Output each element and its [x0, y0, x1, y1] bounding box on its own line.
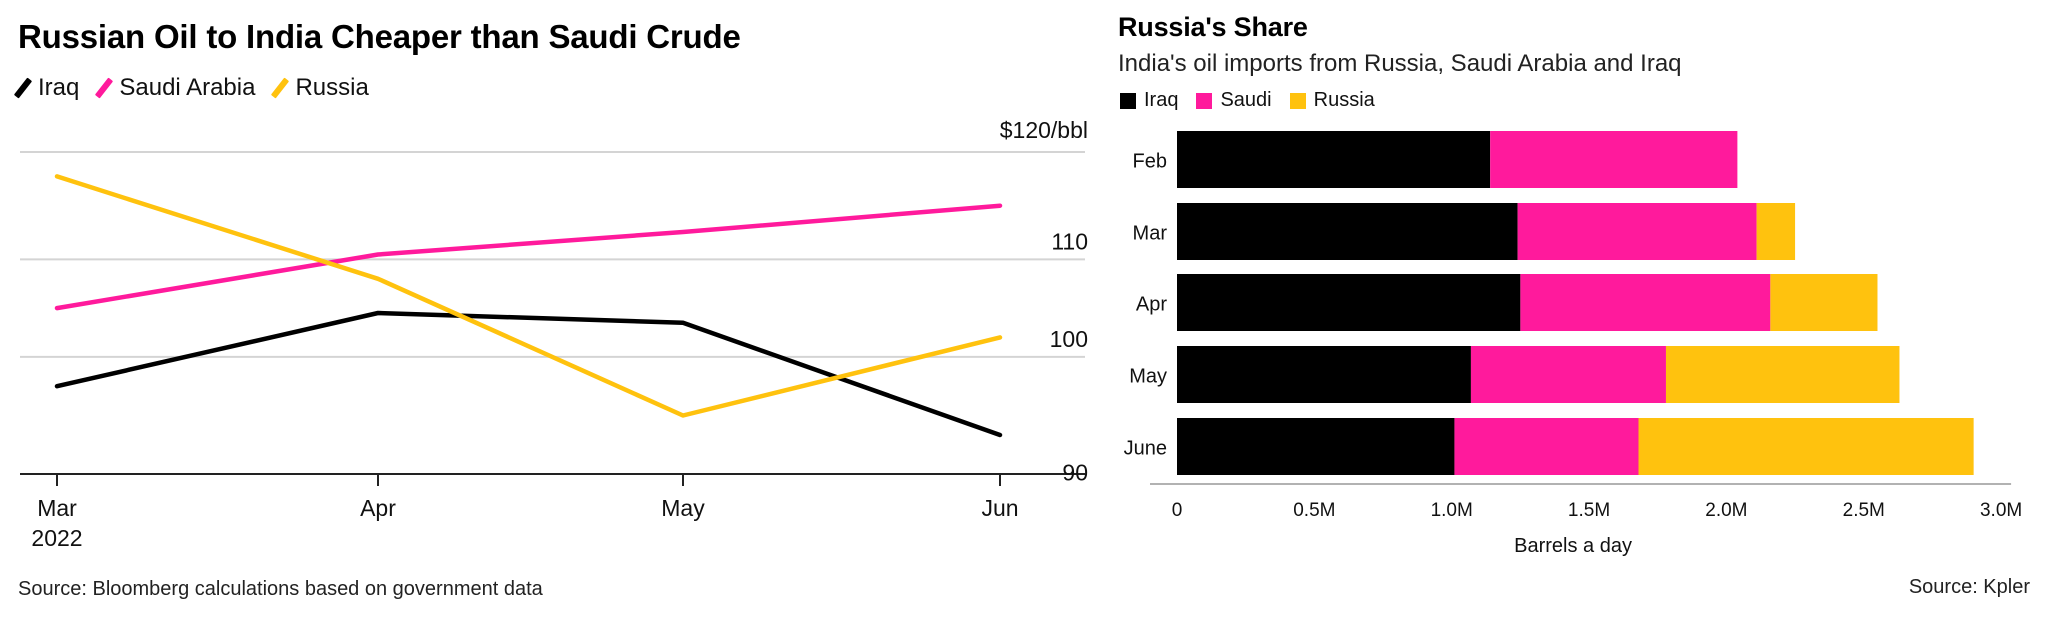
x-tick-sublabel-mar: 2022	[31, 525, 82, 551]
legend-label-russia: Russia	[1313, 89, 1375, 111]
x-tick-label-1-5m: 1.5M	[1568, 500, 1610, 521]
bar-chart-subtitle: India's oil imports from Russia, Saudi A…	[1118, 50, 1682, 77]
line-chart-source: Source: Bloomberg calculations based on …	[18, 578, 543, 600]
x-axis-label: Barrels a day	[1514, 535, 1632, 557]
bar-apr-saudi	[1520, 274, 1771, 331]
y-tick-label-100: 100	[1050, 326, 1088, 352]
legend-item-russia: Russia	[1289, 89, 1375, 112]
legend-swatch-russia	[1289, 92, 1306, 109]
chart-title: Russian Oil to India Cheaper than Saudi …	[18, 18, 741, 55]
x-tick-label-mar: Mar	[37, 495, 77, 521]
category-label-may: May	[1129, 366, 1167, 388]
legend-item-iraq: Iraq	[1120, 89, 1178, 112]
bar-chart-title: Russia's Share	[1118, 12, 1308, 42]
legend-label-russia: Russia	[295, 74, 369, 101]
line-chart-legend: Iraq Saudi Arabia Russia	[13, 74, 391, 102]
x-tick-label-0-5m: 0.5M	[1293, 500, 1335, 521]
x-tick-label-apr: Apr	[360, 495, 396, 521]
legend-label-iraq: Iraq	[1144, 89, 1179, 111]
y-tick-label-110: 110	[1051, 228, 1088, 254]
category-label-feb: Feb	[1133, 151, 1167, 173]
bar-june-saudi	[1454, 418, 1639, 475]
x-tick-label-1-0m: 1.0M	[1431, 500, 1473, 521]
legend-label-saudi: Saudi	[1220, 89, 1272, 111]
x-tick-label-0: 0	[1172, 500, 1183, 521]
bar-june-russia	[1638, 418, 1974, 475]
bar-chart-source: Source: Kpler	[1908, 576, 2030, 598]
bar-may-russia	[1665, 346, 1900, 403]
bar-apr-iraq	[1177, 274, 1521, 331]
line-chart-svg: 90 100 110 $120/bbl Mar 2022 Apr May Jun	[20, 117, 1088, 551]
bar-feb-saudi	[1490, 131, 1738, 188]
bar-feb-iraq	[1177, 131, 1491, 188]
x-tick-label-2-5m: 2.5M	[1843, 500, 1885, 521]
legend-item-iraq: Iraq	[13, 74, 80, 102]
x-tick-label-2-0m: 2.0M	[1705, 500, 1747, 521]
bar-apr-russia	[1770, 274, 1878, 331]
legend-swatch-saudi	[1196, 92, 1213, 109]
bar-mar-iraq	[1177, 203, 1518, 260]
line-chart-panel: Russian Oil to India Cheaper than Saudi …	[13, 18, 1088, 600]
series-line-saudi-arabia	[54, 203, 1003, 311]
legend-item-russia: Russia	[271, 74, 369, 102]
legend-label-iraq: Iraq	[38, 74, 80, 101]
y-unit-label: $120/bbl	[1000, 117, 1088, 143]
category-label-apr: Apr	[1136, 294, 1167, 316]
x-tick-label-3-0m: 3.0M	[1980, 500, 2022, 521]
bar-chart-panel: Russia's Share India's oil imports from …	[1110, 0, 2048, 618]
x-tick-label-may: May	[661, 495, 705, 521]
category-label-mar: Mar	[1133, 223, 1168, 245]
bar-may-iraq	[1177, 346, 1471, 403]
legend-item-saudi: Saudi	[1196, 89, 1272, 112]
legend-swatch-iraq	[1120, 92, 1136, 109]
legend-label-saudi-arabia: Saudi Arabia	[119, 74, 256, 101]
bar-chart-svg: Feb Mar Apr May June 0 0.5M 1.0M 1.5M 2.0M 2.5M 3.0…	[1124, 131, 2022, 557]
x-tick-label-jun: Jun	[981, 495, 1018, 521]
y-tick-label-90: 90	[1062, 459, 1088, 485]
series-line-iraq	[54, 310, 1003, 438]
series-line-russia	[54, 174, 1003, 418]
legend-item-saudi-arabia: Saudi Arabia	[95, 74, 256, 102]
bar-mar-russia	[1756, 203, 1796, 260]
bar-may-saudi	[1470, 346, 1666, 403]
category-label-june: June	[1124, 438, 1167, 460]
bar-june-iraq	[1177, 418, 1455, 475]
bar-chart-legend: Iraq Saudi Russia	[1120, 89, 1393, 112]
bar-mar-saudi	[1517, 203, 1757, 260]
